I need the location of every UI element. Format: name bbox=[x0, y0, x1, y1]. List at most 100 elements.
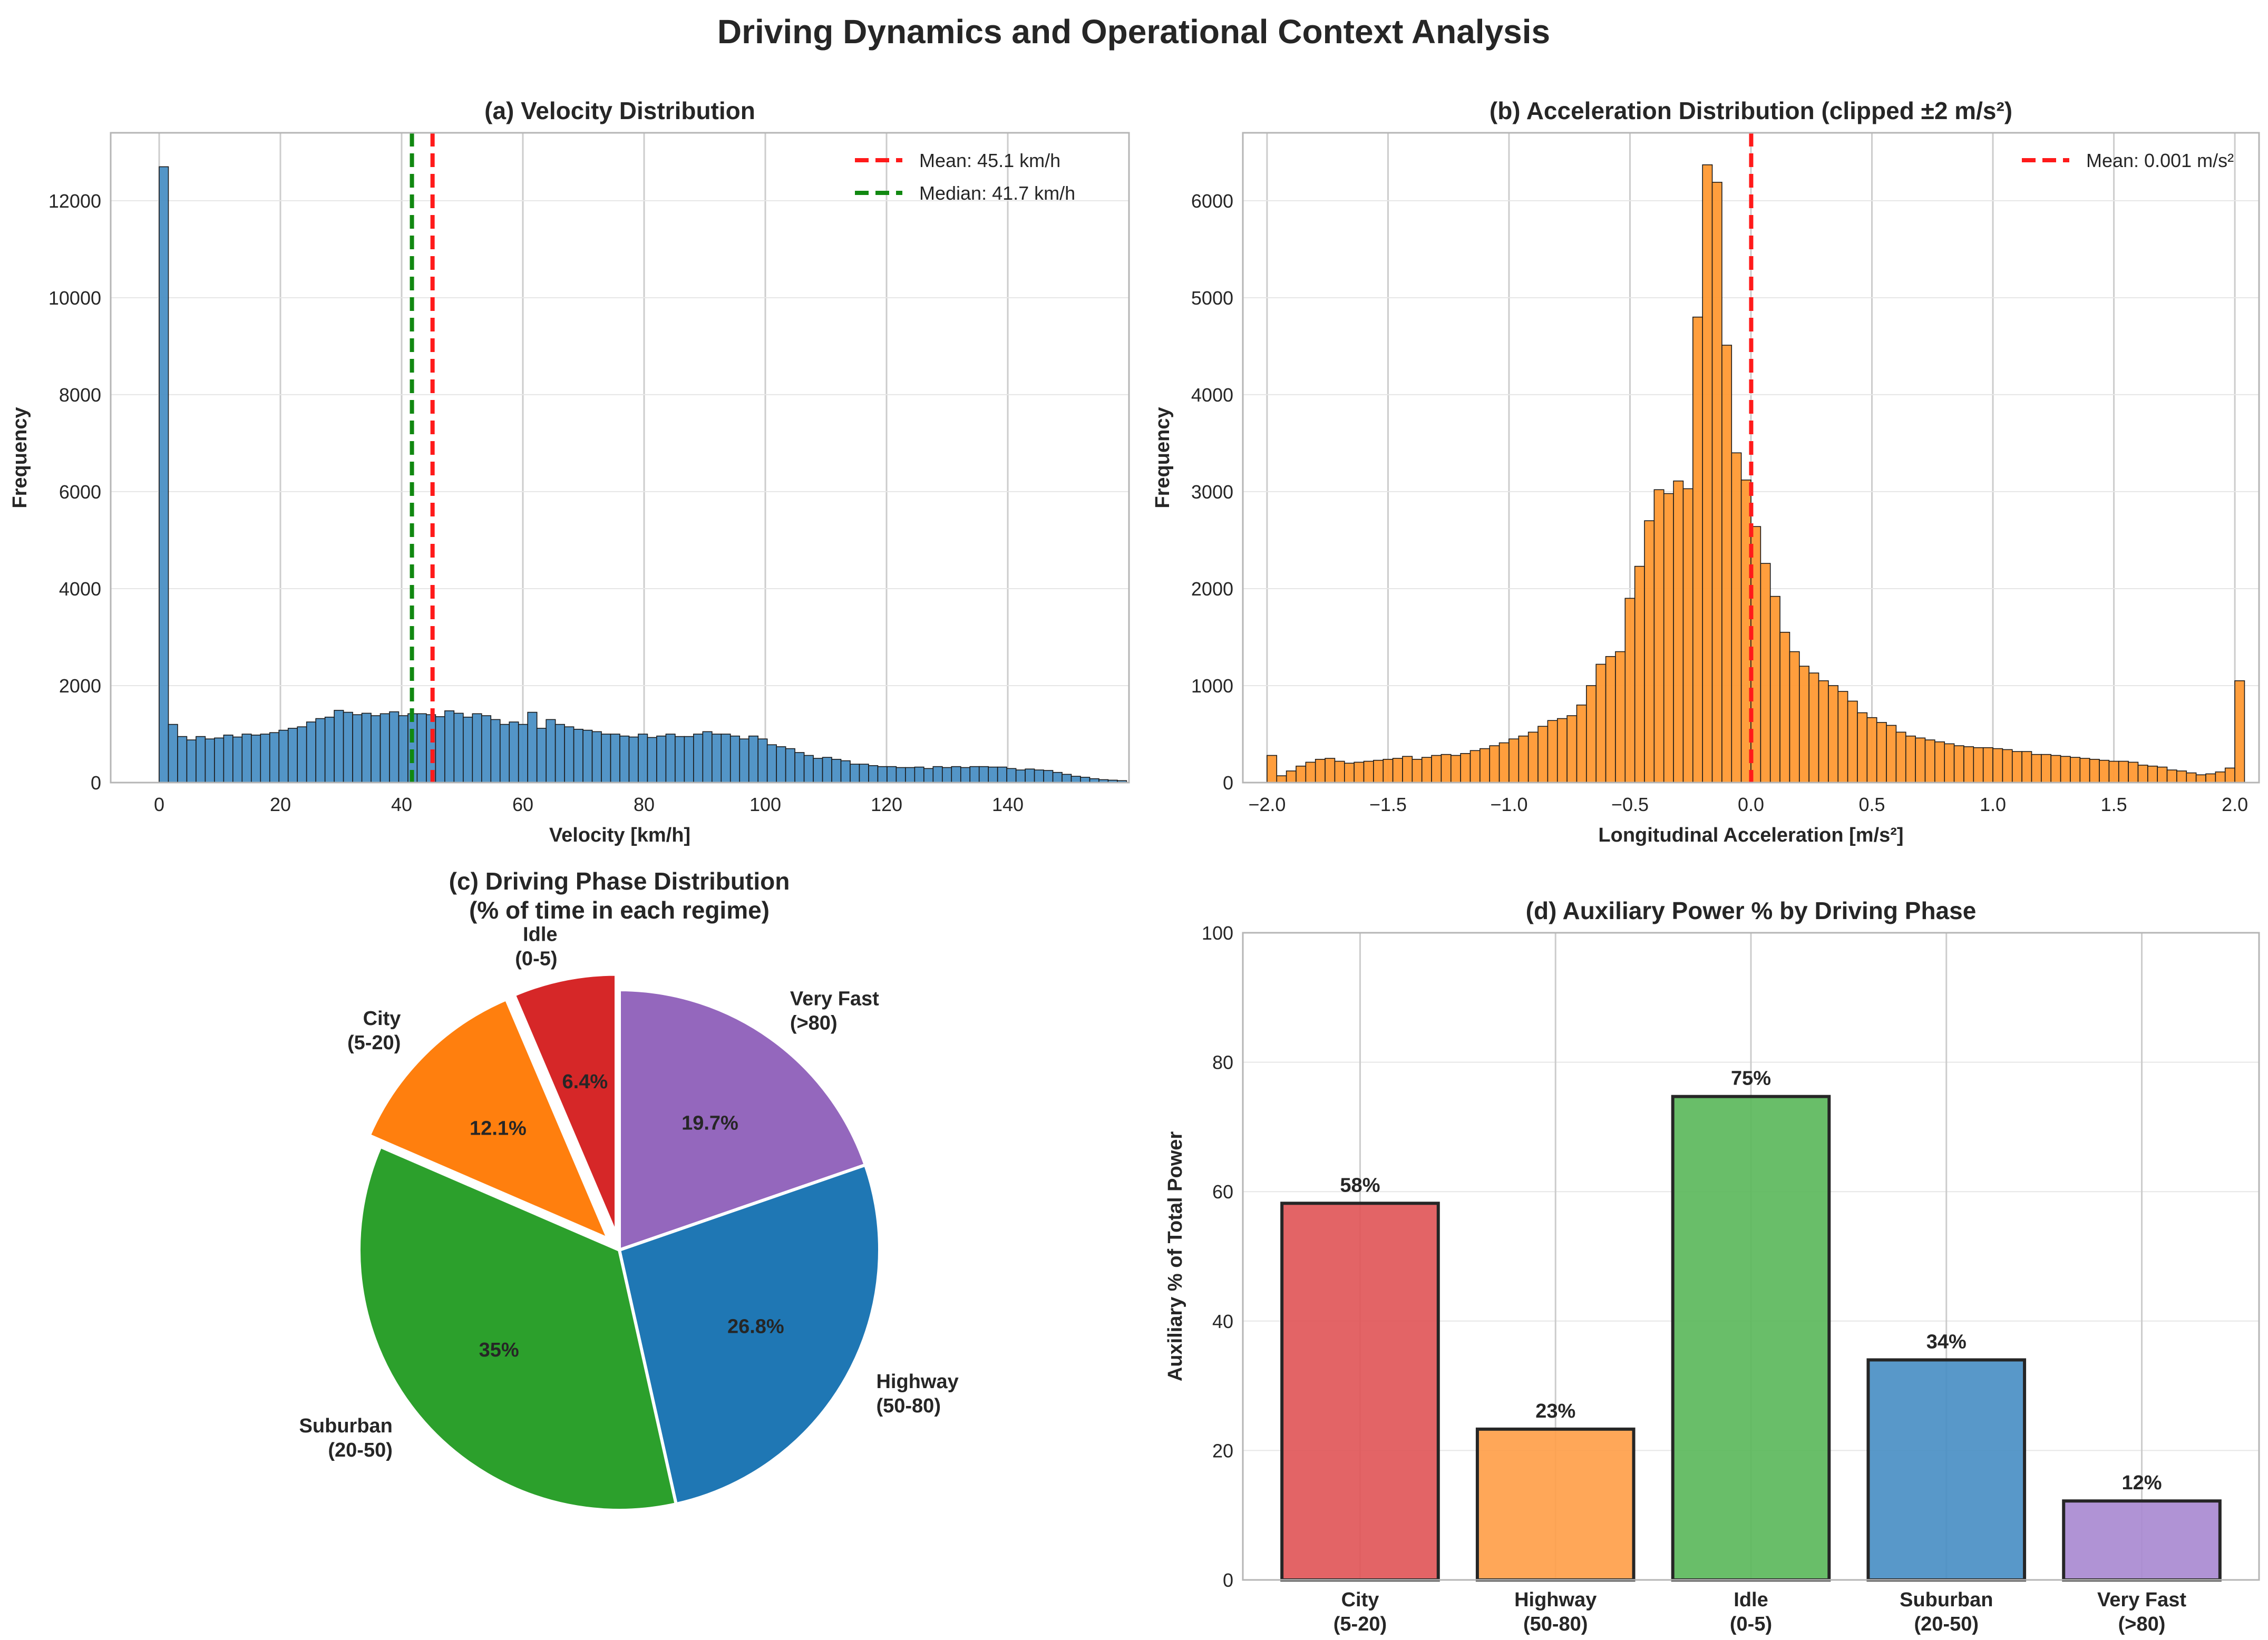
y-axis-label: Auxiliary % of Total Power bbox=[1164, 1131, 1186, 1382]
histogram-bar bbox=[1421, 757, 1432, 783]
histogram-bar bbox=[2070, 757, 2081, 783]
x-tick-label: −0.5 bbox=[1611, 794, 1649, 815]
histogram-bar bbox=[2021, 751, 2032, 783]
y-tick-label: 100 bbox=[1202, 922, 1233, 944]
histogram-bar bbox=[638, 734, 648, 783]
x-tick-label: 0.5 bbox=[1859, 794, 1885, 815]
histogram-bar bbox=[1276, 775, 1287, 783]
histogram-bar bbox=[2011, 751, 2022, 783]
histogram-bar bbox=[481, 715, 492, 783]
histogram-bar bbox=[2060, 756, 2071, 783]
histogram-bar bbox=[647, 737, 657, 783]
pie-slice bbox=[357, 1144, 678, 1512]
histogram-bar bbox=[1286, 770, 1297, 783]
histogram-bar bbox=[1915, 737, 1926, 783]
histogram-bar bbox=[1876, 722, 1887, 783]
histogram-bar bbox=[2041, 754, 2052, 783]
panel-title-line: (c) Driving Phase Distribution bbox=[449, 867, 790, 895]
histogram-bar bbox=[776, 746, 786, 783]
panel-title: (b) Acceleration Distribution (clipped ±… bbox=[1490, 97, 2012, 124]
histogram-bar bbox=[1412, 759, 1423, 783]
y-tick-label: 4000 bbox=[1191, 384, 1233, 406]
histogram-bar bbox=[444, 710, 455, 783]
x-tick-label: 2.0 bbox=[2222, 794, 2248, 815]
histogram-bar bbox=[1828, 685, 1839, 783]
pie-category-label: Suburban bbox=[299, 1415, 393, 1437]
histogram-bar bbox=[656, 735, 667, 783]
histogram-bar bbox=[1547, 720, 1558, 783]
panel-velocity-distribution: 0 20 40 60 80 100 120 140 0 2000 4000 6000 8000 10000… bbox=[9, 97, 1130, 846]
bar bbox=[1280, 1202, 1440, 1582]
x-category-label: (>80) bbox=[2118, 1613, 2166, 1635]
histogram-bar bbox=[1383, 759, 1394, 783]
panel-title-line: (% of time in each regime) bbox=[469, 896, 770, 924]
histogram-bar bbox=[905, 767, 916, 783]
histogram-bar bbox=[1595, 663, 1607, 783]
histogram-bar bbox=[1070, 776, 1081, 783]
bar-value-label: 23% bbox=[1535, 1400, 1575, 1422]
histogram-bar bbox=[2224, 767, 2235, 783]
pie-percent-label: 12.1% bbox=[470, 1117, 527, 1139]
histogram-bar bbox=[1267, 755, 1278, 783]
histogram-bar bbox=[1702, 164, 1713, 783]
x-tick-label: −1.0 bbox=[1490, 794, 1527, 815]
histogram-bar bbox=[2186, 772, 2197, 783]
y-tick-label: 4000 bbox=[59, 578, 101, 600]
histogram-bar bbox=[343, 711, 353, 783]
y-tick-label: 60 bbox=[1212, 1181, 1233, 1203]
histogram-bar bbox=[1508, 738, 1520, 783]
histogram-bar bbox=[2157, 766, 2168, 783]
histogram-bar bbox=[1315, 759, 1326, 783]
histogram-bar bbox=[1305, 762, 1316, 783]
x-tick-label: 1.0 bbox=[1980, 794, 2006, 815]
histogram-bar bbox=[1895, 731, 1906, 783]
histogram-bar bbox=[895, 767, 906, 783]
histogram-bar bbox=[1363, 760, 1374, 783]
histogram-bar bbox=[2099, 759, 2110, 783]
pie-percent-label: 19.7% bbox=[682, 1112, 738, 1135]
histogram-bar bbox=[785, 748, 795, 783]
histogram-bar bbox=[1605, 656, 1616, 783]
histogram-bar bbox=[1624, 598, 1636, 783]
y-tick-label: 1000 bbox=[1191, 675, 1233, 697]
histogram-bar bbox=[1721, 345, 1732, 783]
histogram-bar bbox=[186, 739, 197, 783]
x-tick-label: 1.5 bbox=[2101, 794, 2127, 815]
histogram-bar bbox=[2147, 765, 2158, 783]
panel-acceleration-distribution: −2.0 −1.5 −1.0 −0.5 0.0 0.5 1.0 1.5 2.0 0 1000 2000… bbox=[1152, 97, 2260, 846]
x-tick-label: 120 bbox=[871, 794, 902, 815]
x-category-label: (0-5) bbox=[1730, 1613, 1772, 1635]
bar bbox=[1866, 1358, 2027, 1582]
histogram-bar bbox=[1460, 753, 1471, 783]
histogram-bar bbox=[509, 721, 519, 783]
histogram-bar bbox=[1034, 769, 1044, 783]
histogram-bar bbox=[1857, 712, 1868, 783]
x-category-label: City bbox=[1341, 1589, 1379, 1611]
pie-category-label: (50-80) bbox=[876, 1395, 941, 1417]
histogram-bar bbox=[379, 713, 390, 783]
x-category-label: (20-50) bbox=[1914, 1613, 1979, 1635]
histogram-bar bbox=[748, 735, 758, 783]
legend-entry: Mean: 0.001 m/s² bbox=[2086, 150, 2234, 171]
y-tick-label: 0 bbox=[1223, 1569, 1233, 1591]
histogram-bar bbox=[840, 760, 851, 783]
histogram-bar bbox=[334, 710, 344, 783]
histogram-bar bbox=[2079, 758, 2090, 783]
figure-title: Driving Dynamics and Operational Context… bbox=[717, 13, 1550, 51]
histogram-bar bbox=[1015, 769, 1026, 783]
bar-value-label: 58% bbox=[1340, 1174, 1380, 1196]
histogram-bar bbox=[205, 738, 215, 783]
x-category-label: Very Fast bbox=[2097, 1589, 2186, 1611]
histogram-bar bbox=[2166, 769, 2177, 783]
histogram-bar bbox=[2137, 765, 2148, 783]
histogram-bar bbox=[591, 731, 602, 783]
y-tick-label: 20 bbox=[1212, 1440, 1233, 1461]
histogram-bar bbox=[315, 718, 326, 783]
histogram-bar bbox=[306, 721, 316, 783]
histogram-bar bbox=[1469, 750, 1481, 783]
histogram-bar bbox=[1450, 755, 1461, 783]
x-tick-label: 40 bbox=[391, 794, 412, 815]
histogram-bar bbox=[472, 713, 482, 783]
histogram-bar bbox=[988, 766, 998, 783]
histogram-bar bbox=[297, 726, 307, 783]
